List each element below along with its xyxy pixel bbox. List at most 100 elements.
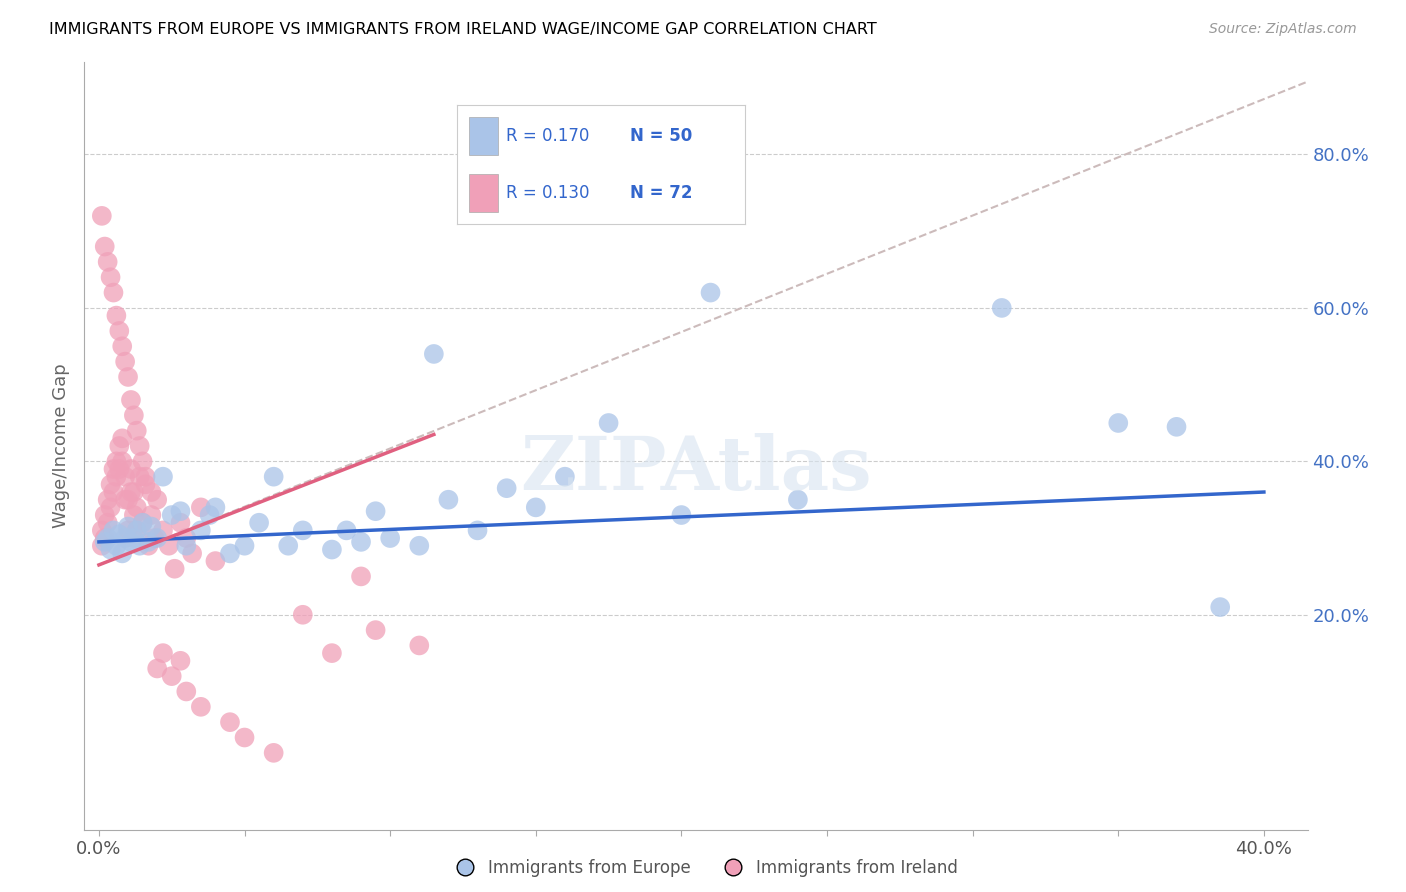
Point <box>160 508 183 522</box>
Point <box>90 524 112 538</box>
Point <box>143 531 166 545</box>
Point <box>169 654 191 668</box>
Point <box>97 255 120 269</box>
Point <box>467 524 489 538</box>
Point <box>787 492 810 507</box>
Text: Source: ZipAtlas.com: Source: ZipAtlas.com <box>1209 22 1357 37</box>
Point <box>100 500 122 515</box>
Point <box>128 439 150 453</box>
Point <box>1107 416 1129 430</box>
Point <box>103 462 125 476</box>
Point <box>598 416 620 430</box>
Point <box>108 324 131 338</box>
Point <box>103 524 125 538</box>
Point <box>364 623 387 637</box>
Point <box>125 500 148 515</box>
Point <box>699 285 721 300</box>
Point <box>120 534 142 549</box>
Point <box>291 524 314 538</box>
Point <box>141 519 163 533</box>
Point <box>141 485 163 500</box>
Point <box>105 539 128 553</box>
Text: ZIPAtlas: ZIPAtlas <box>520 433 872 506</box>
Point <box>291 607 314 622</box>
Point <box>1209 600 1232 615</box>
Point <box>146 661 169 675</box>
Point <box>122 508 145 522</box>
Point <box>524 500 547 515</box>
Point <box>671 508 693 522</box>
Point <box>111 454 134 468</box>
Point <box>146 492 169 507</box>
Point <box>93 239 115 253</box>
Point <box>93 508 115 522</box>
Point <box>190 699 212 714</box>
Point <box>423 347 446 361</box>
Point <box>169 516 191 530</box>
Point <box>233 731 256 745</box>
Point <box>321 646 343 660</box>
Point <box>198 508 221 522</box>
Point <box>93 531 115 545</box>
Point <box>114 492 136 507</box>
Point <box>350 534 373 549</box>
Point <box>408 539 430 553</box>
Point <box>335 524 357 538</box>
Point <box>174 684 197 698</box>
Point <box>146 531 169 545</box>
Point <box>190 524 212 538</box>
Point <box>111 339 134 353</box>
Point <box>105 309 128 323</box>
Point <box>219 546 242 560</box>
Point <box>380 531 402 545</box>
Point <box>204 500 226 515</box>
Point <box>190 500 212 515</box>
Legend: Immigrants from Europe, Immigrants from Ireland: Immigrants from Europe, Immigrants from … <box>441 853 965 884</box>
Point <box>125 524 148 538</box>
Point <box>108 439 131 453</box>
Point <box>103 285 125 300</box>
Point <box>100 542 122 557</box>
Point <box>97 531 120 545</box>
Point <box>117 492 139 507</box>
Point <box>117 519 139 533</box>
Point <box>350 569 373 583</box>
Point <box>100 270 122 285</box>
Point <box>152 524 174 538</box>
Point <box>108 527 131 541</box>
Point <box>163 562 186 576</box>
Point <box>138 534 160 549</box>
Point <box>125 524 148 538</box>
Point <box>103 485 125 500</box>
Point <box>117 524 139 538</box>
Point <box>131 516 153 530</box>
Point <box>181 546 204 560</box>
Point <box>138 539 160 553</box>
Point <box>120 392 142 407</box>
Point <box>90 539 112 553</box>
Point <box>122 485 145 500</box>
Point <box>495 481 517 495</box>
Point <box>135 477 157 491</box>
Point <box>122 409 145 423</box>
Point <box>174 539 197 553</box>
Point <box>114 469 136 483</box>
Point <box>364 504 387 518</box>
Y-axis label: Wage/Income Gap: Wage/Income Gap <box>52 364 70 528</box>
Point <box>263 469 285 483</box>
Point <box>247 516 270 530</box>
Point <box>169 504 191 518</box>
Point <box>131 454 153 468</box>
Point <box>105 454 128 468</box>
Point <box>117 370 139 384</box>
Point <box>437 492 460 507</box>
Point <box>120 462 142 476</box>
Point <box>100 477 122 491</box>
Point <box>1166 420 1188 434</box>
Point <box>157 539 180 553</box>
Point <box>97 492 120 507</box>
Point <box>108 462 131 476</box>
Point <box>321 542 343 557</box>
Point <box>131 516 153 530</box>
Point <box>277 539 299 553</box>
